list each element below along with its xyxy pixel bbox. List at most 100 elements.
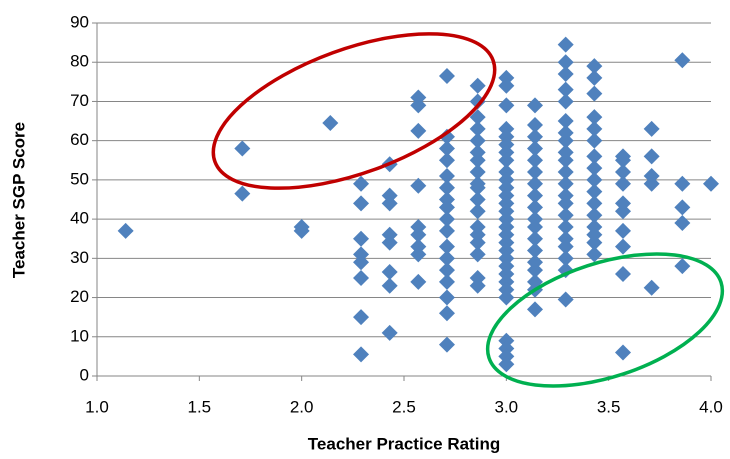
point (557, 164, 574, 181)
point (557, 65, 574, 82)
y-tick-label: 50 (70, 169, 89, 188)
x-tick-label: 3.5 (597, 397, 621, 416)
point (438, 238, 455, 255)
point (469, 277, 486, 294)
point (557, 195, 574, 212)
point (469, 164, 486, 181)
point (469, 152, 486, 169)
y-tick-label: 10 (70, 326, 89, 345)
y-tick-label: 70 (70, 91, 89, 110)
y-tick-label: 80 (70, 52, 89, 71)
point (438, 179, 455, 196)
point (381, 234, 398, 251)
point (586, 85, 603, 102)
point (557, 207, 574, 224)
point (526, 218, 543, 235)
grid (92, 22, 712, 381)
point (438, 262, 455, 279)
point (353, 230, 370, 247)
point (469, 234, 486, 251)
red-ellipse (211, 32, 497, 190)
point (410, 97, 427, 114)
point (557, 132, 574, 149)
point (557, 81, 574, 98)
point (469, 191, 486, 208)
point (526, 140, 543, 157)
point (586, 183, 603, 200)
point (586, 160, 603, 177)
point (614, 266, 631, 283)
point (526, 199, 543, 216)
point (557, 54, 574, 71)
point (526, 152, 543, 169)
point (643, 148, 660, 165)
point (526, 175, 543, 192)
point (438, 289, 455, 306)
point (674, 199, 691, 216)
point (381, 195, 398, 212)
x-tick-label: 3.0 (495, 397, 519, 416)
point (526, 97, 543, 114)
point (438, 211, 455, 228)
point (557, 175, 574, 192)
point (586, 58, 603, 75)
point (353, 254, 370, 271)
points (117, 36, 719, 373)
point (117, 222, 134, 239)
point (381, 324, 398, 341)
point (293, 222, 310, 239)
point (381, 264, 398, 281)
point (674, 52, 691, 69)
point (614, 344, 631, 361)
point (410, 246, 427, 263)
x-tick-label: 2.5 (392, 397, 416, 416)
point (438, 336, 455, 353)
point (586, 132, 603, 149)
point (438, 273, 455, 290)
point (557, 218, 574, 235)
point (526, 128, 543, 145)
point (469, 93, 486, 110)
x-tick-label: 1.5 (188, 397, 212, 416)
point (586, 69, 603, 86)
point (526, 116, 543, 133)
point (643, 175, 660, 192)
y-tick-label: 20 (70, 287, 89, 306)
point (353, 346, 370, 363)
y-tick-label: 60 (70, 130, 89, 149)
y-tick-label: 30 (70, 248, 89, 267)
point (498, 356, 515, 373)
point (586, 171, 603, 188)
point (526, 242, 543, 259)
point (586, 120, 603, 137)
y-tick-label: 0 (80, 365, 89, 384)
point (526, 164, 543, 181)
point (469, 120, 486, 137)
point (643, 279, 660, 296)
point (674, 215, 691, 232)
point (438, 199, 455, 216)
point (614, 238, 631, 255)
x-tick-label: 1.0 (85, 397, 109, 416)
point (234, 185, 251, 202)
point (557, 36, 574, 53)
point (586, 207, 603, 224)
y-tick-label: 90 (70, 12, 89, 31)
point (557, 113, 574, 130)
point (469, 109, 486, 126)
point (614, 175, 631, 192)
point (438, 67, 455, 84)
point (498, 152, 515, 169)
point (614, 152, 631, 169)
point (410, 226, 427, 243)
point (438, 305, 455, 322)
point (322, 115, 339, 132)
point (438, 222, 455, 239)
point (526, 301, 543, 318)
point (353, 269, 370, 286)
point (438, 128, 455, 145)
point (557, 250, 574, 267)
y-axis-label: Teacher SGP Score (9, 122, 28, 278)
point (557, 291, 574, 308)
